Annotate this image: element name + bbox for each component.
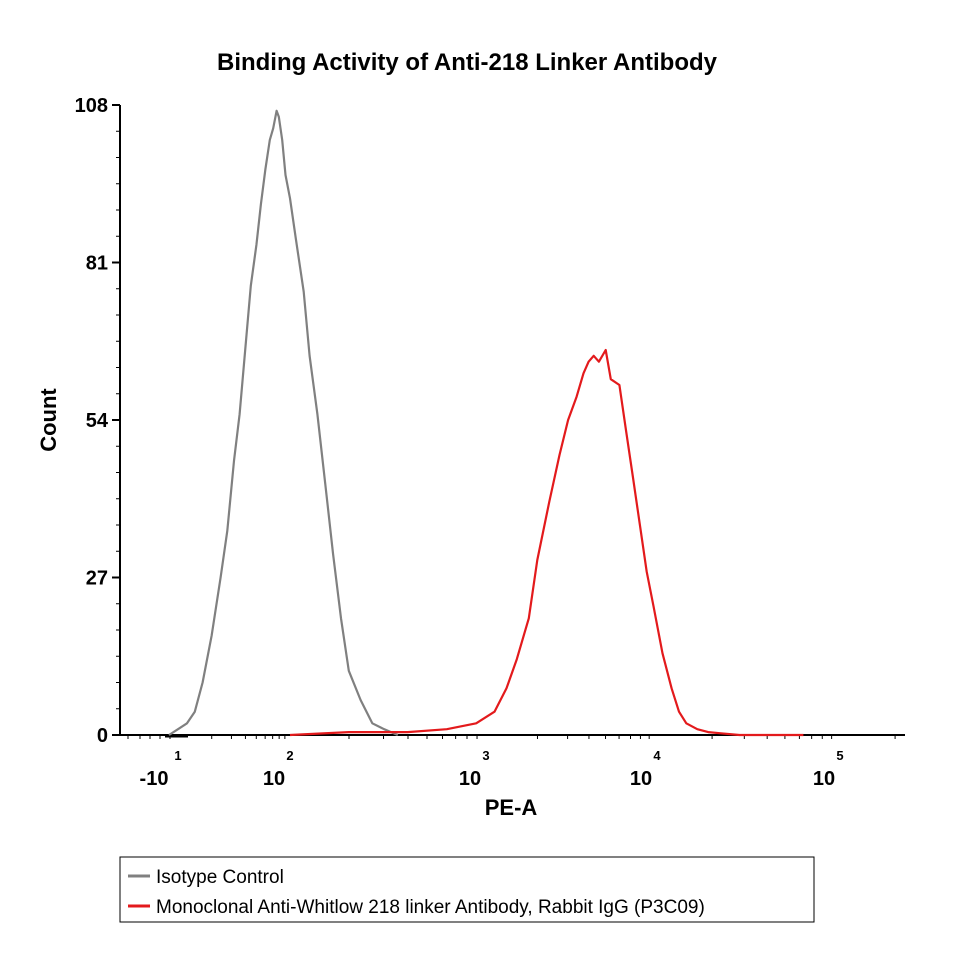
y-axis-title: Count	[36, 388, 61, 452]
chart-title: Binding Activity of Anti-218 Linker Anti…	[217, 49, 718, 76]
series-line-antibody	[289, 348, 804, 737]
legend-box	[119, 856, 815, 923]
x-tick-exponent: 4	[653, 748, 661, 763]
legend: Isotype Control Monoclonal Anti-Whitlow …	[119, 856, 815, 923]
series-line-isotype-control	[168, 109, 399, 737]
y-tick-label: 0	[97, 725, 108, 747]
x-tick-label: 10	[630, 768, 652, 790]
x-axis-title: PE-A	[485, 795, 538, 820]
legend-label-antibody: Monoclonal Anti-Whitlow 218 linker Antib…	[156, 897, 705, 918]
x-tick-exponent: 1	[174, 748, 181, 763]
y-tick-label: 27	[86, 568, 108, 590]
x-tick-exponent: 3	[482, 748, 489, 763]
x-tick-label: 10	[459, 768, 481, 790]
y-tick-label: 81	[86, 253, 108, 275]
x-tick-label: 10	[263, 768, 285, 790]
x-tick-exponent: 5	[836, 748, 843, 763]
x-tick-label: 10	[813, 768, 835, 790]
series-layer	[168, 109, 804, 737]
x-tick-exponent: 2	[286, 748, 293, 763]
legend-label-isotype: Isotype Control	[156, 867, 284, 888]
y-tick-label: 54	[86, 410, 109, 432]
y-tick-label: 108	[75, 95, 108, 117]
x-tick-label: -10	[140, 768, 169, 790]
